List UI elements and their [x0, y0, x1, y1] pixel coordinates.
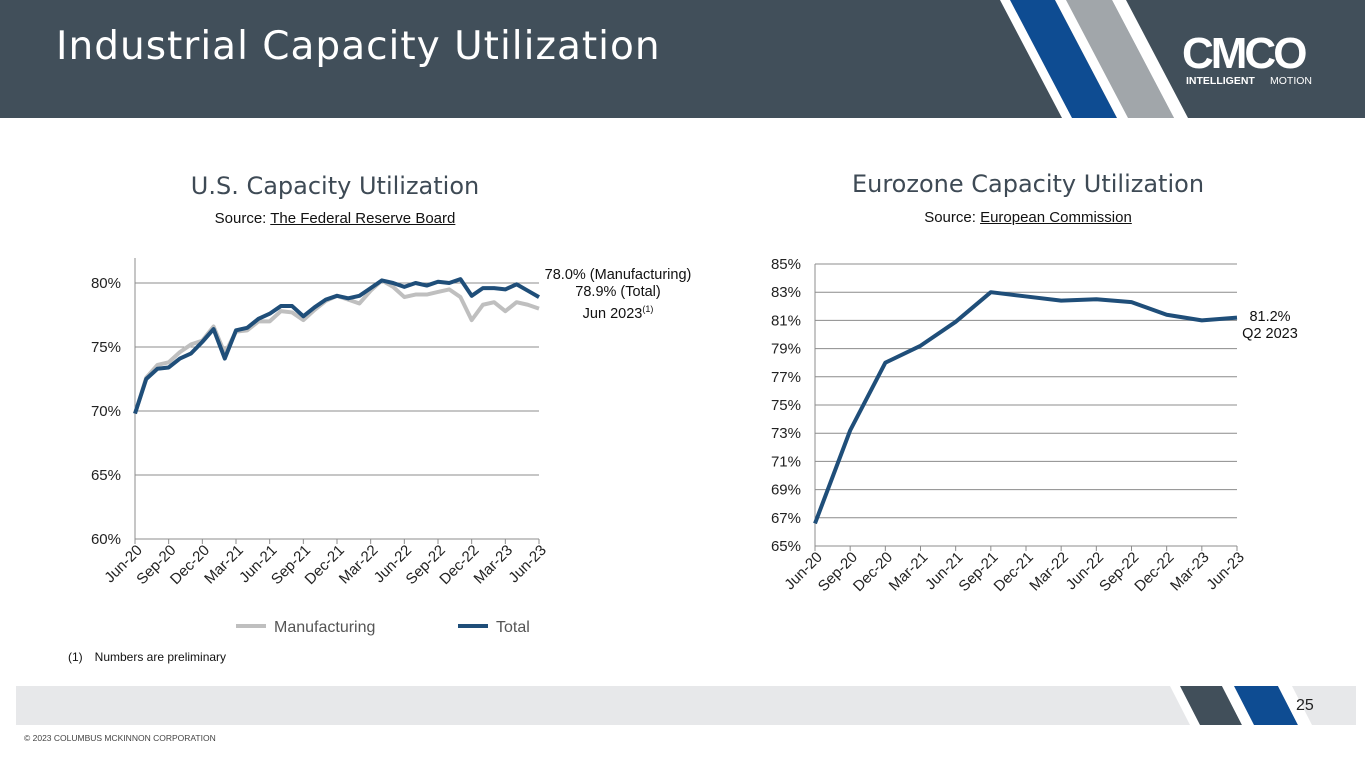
- page-title: Industrial Capacity Utilization: [56, 24, 661, 69]
- us-annotation-date-text: Jun 2023: [582, 305, 643, 322]
- us-chart-ytick-label: 75%: [91, 339, 121, 356]
- footer-dark-stripe: [1180, 686, 1242, 725]
- eu-chart-annotation: 81.2% Q2 2023: [1234, 309, 1306, 343]
- us-source-link[interactable]: The Federal Reserve Board: [270, 210, 456, 227]
- eu-chart-ytick-label: 81%: [771, 312, 801, 329]
- us-chart-annotation: 78.0% (Manufacturing) 78.9% (Total) Jun …: [530, 267, 706, 323]
- footer-bar: [16, 686, 1356, 725]
- eu-chart-ytick-label: 69%: [771, 482, 801, 499]
- us-source-prefix: Source:: [214, 210, 271, 227]
- eu-chart-ytick-label: 67%: [771, 510, 801, 527]
- us-chart-ytick-label: 60%: [91, 531, 121, 548]
- eu-chart-source: Source: European Commission: [828, 209, 1228, 226]
- eu-source-link[interactable]: European Commission: [980, 209, 1132, 226]
- us-chart-ytick-label: 65%: [91, 467, 121, 484]
- us-annotation-footnote-ref: (1): [642, 304, 654, 314]
- eu-chart-ytick-label: 65%: [771, 538, 801, 555]
- white-stripe-3: [1112, 0, 1188, 118]
- cmco-logo: CMCO INTELLIGENT MOTION: [1182, 29, 1312, 87]
- us-chart-legend-label: Manufacturing: [274, 619, 375, 636]
- blue-stripe: [1010, 0, 1117, 118]
- logo-tagline-light: MOTION: [1270, 75, 1312, 87]
- us-annotation-date: Jun 2023(1): [530, 301, 706, 323]
- gray-stripe: [1066, 0, 1174, 118]
- us-chart-ytick-label: 70%: [91, 403, 121, 420]
- us-chart-title: U.S. Capacity Utilization: [190, 172, 480, 200]
- us-chart-ytick-label: 80%: [91, 275, 121, 292]
- page-number: 25: [1296, 697, 1314, 714]
- copyright: © 2023 COLUMBUS MCKINNON CORPORATION: [24, 733, 216, 743]
- footer-white-stripe-2: [1222, 686, 1256, 725]
- eu-chart-ytick-label: 85%: [771, 256, 801, 273]
- footer-white-stripe-1: [1170, 686, 1202, 725]
- eu-chart-ytick-label: 77%: [771, 369, 801, 386]
- eu-annotation-period: Q2 2023: [1242, 326, 1298, 342]
- us-annotation-total: 78.9% (Total): [575, 284, 661, 300]
- logo-tagline-bold: INTELLIGENT: [1186, 75, 1255, 87]
- eu-chart-ytick-label: 83%: [771, 284, 801, 301]
- us-annotation-manufacturing: 78.0% (Manufacturing): [544, 267, 692, 283]
- logo-wordmark: CMCO: [1182, 29, 1306, 78]
- footer-blue-stripe: [1234, 686, 1298, 725]
- eu-chart-title: Eurozone Capacity Utilization: [851, 170, 1205, 198]
- white-stripe-2: [1055, 0, 1130, 118]
- eu-chart-series-line-total: [813, 290, 1238, 525]
- eu-chart-ytick-label: 79%: [771, 341, 801, 358]
- eu-chart-ytick-label: 75%: [771, 397, 801, 414]
- eu-chart-ytick-label: 73%: [771, 425, 801, 442]
- footnote-text: Numbers are preliminary: [94, 650, 227, 664]
- eu-source-prefix: Source:: [924, 209, 981, 226]
- header-stripes: [1000, 0, 1188, 118]
- us-chart-legend-label: Total: [496, 619, 530, 636]
- us-chart-source: Source: The Federal Reserve Board: [135, 210, 535, 227]
- eu-chart-ytick-label: 71%: [771, 453, 801, 470]
- eu-annotation-value: 81.2%: [1249, 309, 1291, 325]
- us-chart-series-line-total: [133, 277, 540, 415]
- footnote-number: (1): [68, 650, 83, 664]
- footer-white-stripe-3: [1278, 686, 1312, 725]
- footnote: (1) Numbers are preliminary: [68, 650, 226, 664]
- header-banner: Industrial Capacity Utilization CMCO INT…: [0, 0, 1365, 118]
